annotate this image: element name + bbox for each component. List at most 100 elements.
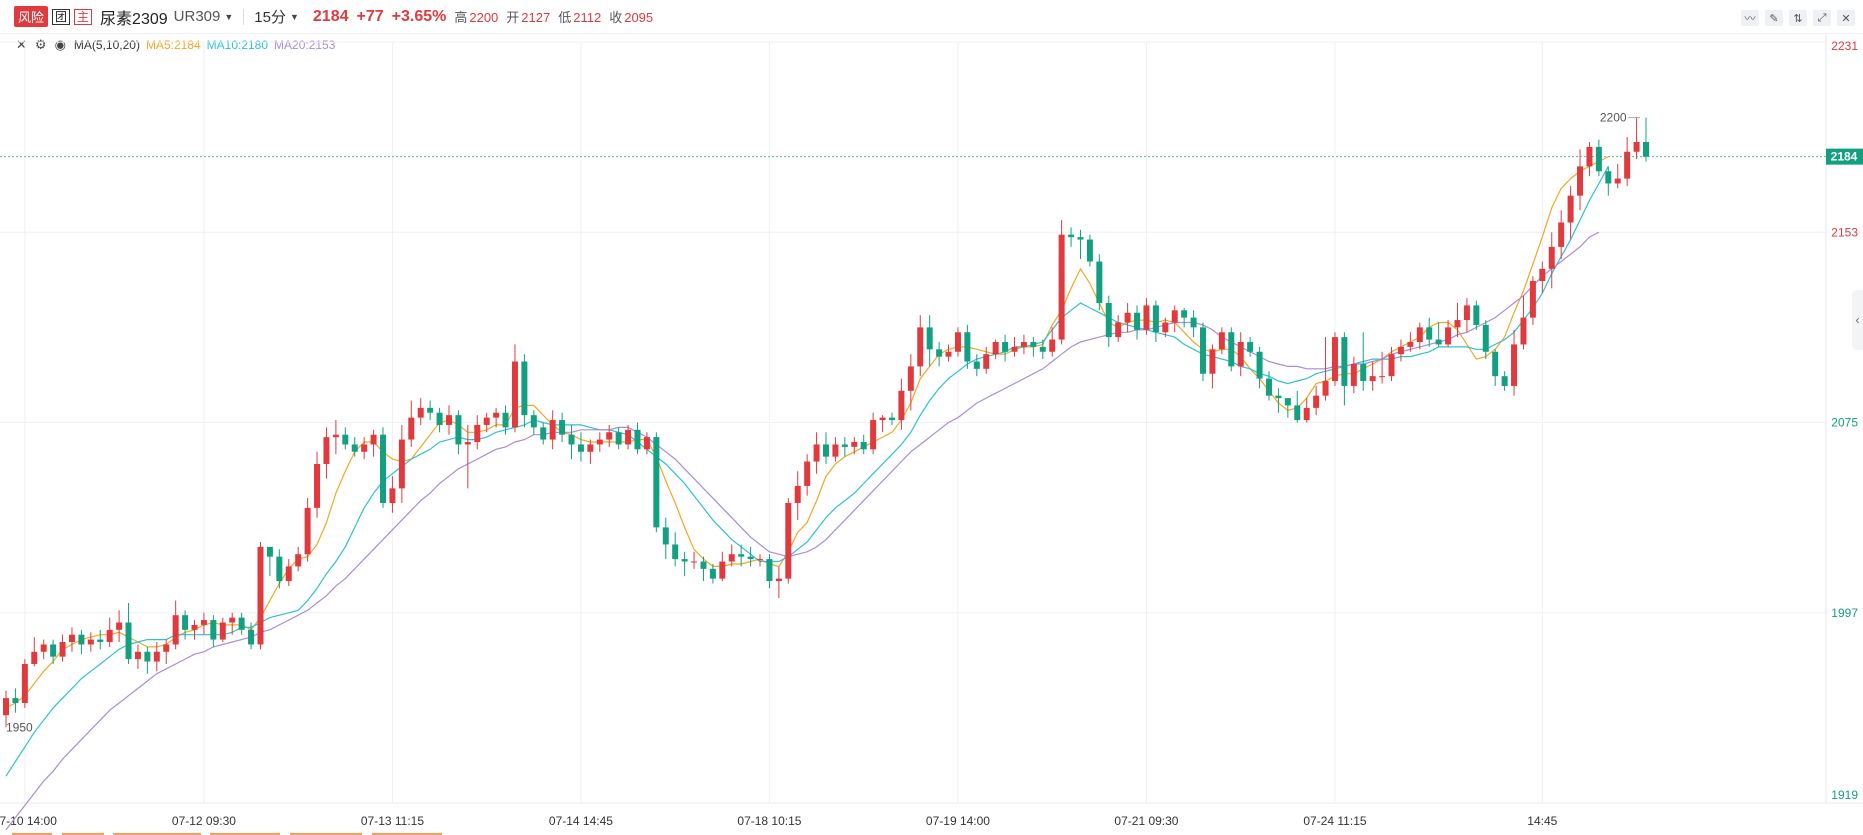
- candle-body: [1577, 166, 1584, 196]
- candle-body: [870, 420, 877, 450]
- candle-body: [436, 412, 443, 425]
- period-chevron-down-icon[interactable]: ▼: [289, 11, 299, 22]
- candle-body: [3, 698, 9, 716]
- low-stat: 低 2112: [558, 7, 601, 26]
- candle-body: [540, 427, 547, 440]
- candle-body: [370, 434, 377, 445]
- instrument-code[interactable]: UR309: [173, 8, 221, 25]
- candle-body: [1548, 246, 1555, 269]
- candle-body: [229, 617, 236, 623]
- fullscreen-icon[interactable]: ⤢: [1813, 10, 1831, 26]
- close-icon[interactable]: ✕: [16, 37, 27, 52]
- candle-body: [521, 361, 528, 416]
- candle-body: [1039, 346, 1046, 352]
- candle-body: [1624, 151, 1631, 179]
- candle-body: [785, 502, 792, 579]
- candle-body: [823, 444, 829, 457]
- candle-body: [1181, 310, 1188, 318]
- price-change-percent: +3.65%: [391, 7, 447, 25]
- candle-body: [691, 561, 698, 563]
- settings-icon[interactable]: ⚙: [34, 37, 47, 52]
- candle-body: [738, 554, 745, 557]
- max-annotation: 2200: [1600, 111, 1627, 125]
- main-contract-tag[interactable]: 主: [74, 8, 93, 25]
- collapse-panel-icon[interactable]: ‹: [1852, 290, 1863, 350]
- candle-body: [700, 561, 707, 569]
- candle-body: [398, 439, 405, 489]
- candle-body: [116, 622, 123, 630]
- candle-body: [804, 461, 811, 486]
- candle-body: [662, 527, 669, 545]
- candle-body: [408, 417, 415, 440]
- candle-body: [747, 556, 754, 560]
- candle-body: [879, 417, 886, 421]
- candle-body: [1152, 305, 1159, 333]
- candle-body: [285, 566, 292, 582]
- candle-body: [68, 634, 75, 643]
- candle-body: [530, 415, 537, 428]
- candle-body: [1501, 376, 1508, 386]
- candle-body: [549, 420, 556, 440]
- x-tick-label: 07-14 14:45: [549, 814, 613, 828]
- candle-body: [1529, 281, 1536, 318]
- candle-body: [1350, 363, 1357, 386]
- candle-body: [172, 615, 179, 645]
- candle-body: [144, 651, 151, 662]
- x-tick-label: 07-13 11:15: [361, 814, 424, 828]
- candle-body: [1435, 339, 1442, 345]
- candle-body: [775, 578, 782, 582]
- candle-body: [1143, 305, 1150, 330]
- candle-body: [1595, 146, 1602, 172]
- candle-body: [1086, 239, 1093, 262]
- candle-body: [1162, 322, 1169, 333]
- compare-icon[interactable]: ⇅: [1789, 10, 1807, 26]
- candle-body: [1190, 317, 1197, 328]
- x-tick-label: 07-24 11:15: [1303, 814, 1366, 828]
- close-window-icon[interactable]: ✕: [1837, 10, 1855, 26]
- candle-body: [351, 444, 358, 452]
- candle-body: [1605, 171, 1612, 184]
- candle-body: [766, 559, 773, 582]
- x-tick-label: 14:45: [1527, 814, 1557, 828]
- draw-icon[interactable]: ✎: [1765, 10, 1783, 26]
- candle-body: [427, 407, 434, 413]
- candle-body: [851, 442, 858, 447]
- candle-body: [59, 642, 66, 657]
- candle-body: [1567, 195, 1574, 223]
- ma20-line: [5, 231, 1600, 831]
- candle-body: [917, 327, 924, 367]
- x-tick-label: 07-12 09:30: [172, 814, 236, 828]
- open-stat: 开 2127: [506, 7, 550, 26]
- candle-body: [200, 620, 207, 625]
- candle-body: [219, 622, 226, 640]
- chevron-down-icon[interactable]: ▼: [224, 11, 234, 22]
- candle-body: [1134, 312, 1141, 330]
- candle-body: [276, 556, 283, 582]
- candle-body: [323, 437, 330, 464]
- candle-body: [266, 546, 273, 557]
- time-scrollbar[interactable]: [0, 833, 1863, 835]
- eye-icon[interactable]: ◉: [54, 37, 66, 52]
- candle-body: [502, 412, 509, 428]
- period-selector[interactable]: 15分: [254, 9, 286, 26]
- high-value: 2200: [469, 10, 499, 25]
- candle-body: [1511, 344, 1518, 386]
- candle-body: [257, 546, 264, 645]
- candle-body: [936, 349, 943, 357]
- candle-body: [238, 617, 245, 630]
- candle-body: [1020, 342, 1027, 347]
- candle-body: [1171, 310, 1178, 323]
- instrument-name[interactable]: 尿素2309: [100, 10, 168, 28]
- candlestick-chart[interactable]: 2231 2153 2075 1997 1919 07-10 14:00 07-12 09:…: [0, 33, 1863, 833]
- candle-body: [97, 639, 104, 643]
- candle-body: [511, 361, 518, 428]
- candle-body: [860, 442, 867, 450]
- candle-body: [964, 332, 971, 362]
- candle-body: [1068, 234, 1075, 238]
- close-stat: 收 2095: [609, 7, 653, 26]
- tuan-tag[interactable]: 团: [52, 8, 71, 25]
- candle-body: [134, 651, 141, 660]
- risk-badge[interactable]: 风险: [14, 6, 49, 27]
- candle-body: [1256, 351, 1263, 379]
- indicator-icon[interactable]: 〰: [1741, 10, 1759, 26]
